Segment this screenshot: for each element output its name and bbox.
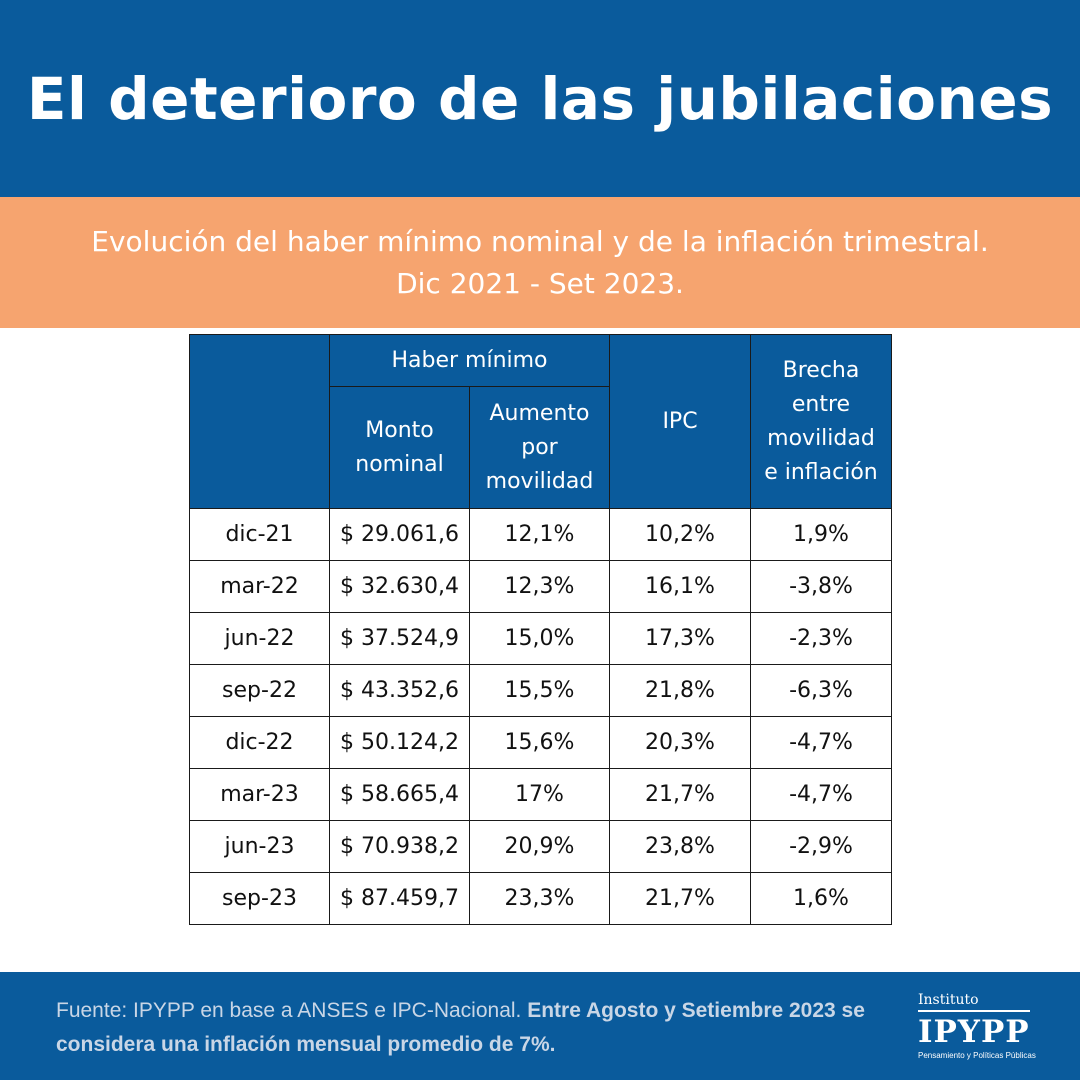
cell-aumento: 17% — [469, 768, 610, 821]
cell-period: jun-23 — [189, 820, 330, 873]
cell-brecha: -6,3% — [750, 664, 892, 717]
cell-ipc: 21,7% — [609, 768, 751, 821]
cell-brecha: 1,9% — [750, 508, 892, 561]
footer-source: Fuente: IPYPP en base a ANSES e IPC-Naci… — [56, 999, 522, 1022]
cell-period: dic-22 — [189, 716, 330, 769]
cell-brecha: -2,3% — [750, 612, 892, 665]
header-ipc: IPC — [609, 334, 751, 509]
cell-aumento: 15,0% — [469, 612, 610, 665]
table-row: dic-22 $ 50.124,2 15,6% 20,3% -4,7% — [189, 716, 892, 769]
footer-banner: Fuente: IPYPP en base a ANSES e IPC-Naci… — [0, 972, 1080, 1080]
footer-note-bold: Entre Agosto y Setiembre 2023 se conside… — [56, 999, 865, 1056]
cell-ipc: 10,2% — [609, 508, 751, 561]
cell-aumento: 15,5% — [469, 664, 610, 717]
cell-aumento: 12,1% — [469, 508, 610, 561]
cell-ipc: 21,7% — [609, 872, 751, 925]
table-row: jun-23 $ 70.938,2 20,9% 23,8% -2,9% — [189, 820, 892, 873]
pension-table: Haber mínimo IPC Brecha entre movilidad … — [189, 334, 892, 925]
footer-note: Fuente: IPYPP en base a ANSES e IPC-Naci… — [56, 994, 866, 1062]
table-row: mar-22 $ 32.630,4 12,3% 16,1% -3,8% — [189, 560, 892, 613]
cell-ipc: 20,3% — [609, 716, 751, 769]
cell-period: sep-23 — [189, 872, 330, 925]
cell-ipc: 17,3% — [609, 612, 751, 665]
header-aumento: Aumento por movilidad — [469, 386, 610, 509]
subtitle-line-2: Dic 2021 - Set 2023. — [396, 266, 684, 300]
cell-brecha: 1,6% — [750, 872, 892, 925]
logo-wordmark: IPYPP — [918, 1014, 1030, 1050]
cell-monto: $ 43.352,6 — [329, 664, 470, 717]
subtitle-band: Evolución del haber mínimo nominal y de … — [0, 197, 1080, 328]
cell-monto: $ 32.630,4 — [329, 560, 470, 613]
cell-aumento: 12,3% — [469, 560, 610, 613]
logo-small-text: Instituto — [918, 992, 979, 1008]
cell-monto: $ 87.459,7 — [329, 872, 470, 925]
cell-aumento: 15,6% — [469, 716, 610, 769]
header-haber-minimo: Haber mínimo — [329, 334, 610, 387]
page-title: El deterioro de las jubilaciones — [26, 64, 1054, 133]
cell-period: jun-22 — [189, 612, 330, 665]
cell-period: dic-21 — [189, 508, 330, 561]
cell-ipc: 23,8% — [609, 820, 751, 873]
table-row: jun-22 $ 37.524,9 15,0% 17,3% -2,3% — [189, 612, 892, 665]
header-brecha: Brecha entre movilidad e inflación — [750, 334, 892, 509]
table-row: sep-22 $ 43.352,6 15,5% 21,8% -6,3% — [189, 664, 892, 717]
cell-ipc: 21,8% — [609, 664, 751, 717]
subtitle-line-1: Evolución del haber mínimo nominal y de … — [91, 224, 989, 258]
cell-monto: $ 58.665,4 — [329, 768, 470, 821]
header-monto: Monto nominal — [329, 386, 470, 509]
cell-monto: $ 29.061,6 — [329, 508, 470, 561]
logo-tagline: Pensamiento y Políticas Públicas — [918, 1051, 1036, 1060]
header-period — [189, 334, 330, 509]
table-body: dic-21 $ 29.061,6 12,1% 10,2% 1,9% mar-22 $ 32… — [189, 508, 892, 925]
cell-aumento: 23,3% — [469, 872, 610, 925]
table-row: dic-21 $ 29.061,6 12,1% 10,2% 1,9% — [189, 508, 892, 561]
logo-rule — [918, 1010, 1030, 1012]
cell-ipc: 16,1% — [609, 560, 751, 613]
cell-period: sep-22 — [189, 664, 330, 717]
ipypp-logo: Instituto IPYPP Pensamiento y Políticas … — [918, 992, 1038, 1062]
cell-monto: $ 70.938,2 — [329, 820, 470, 873]
cell-monto: $ 50.124,2 — [329, 716, 470, 769]
cell-brecha: -4,7% — [750, 716, 892, 769]
cell-brecha: -4,7% — [750, 768, 892, 821]
table-row: sep-23 $ 87.459,7 23,3% 21,7% 1,6% — [189, 872, 892, 925]
cell-aumento: 20,9% — [469, 820, 610, 873]
cell-period: mar-23 — [189, 768, 330, 821]
cell-brecha: -2,9% — [750, 820, 892, 873]
header-banner: El deterioro de las jubilaciones — [0, 0, 1080, 197]
cell-period: mar-22 — [189, 560, 330, 613]
cell-monto: $ 37.524,9 — [329, 612, 470, 665]
cell-brecha: -3,8% — [750, 560, 892, 613]
table-row: mar-23 $ 58.665,4 17% 21,7% -4,7% — [189, 768, 892, 821]
